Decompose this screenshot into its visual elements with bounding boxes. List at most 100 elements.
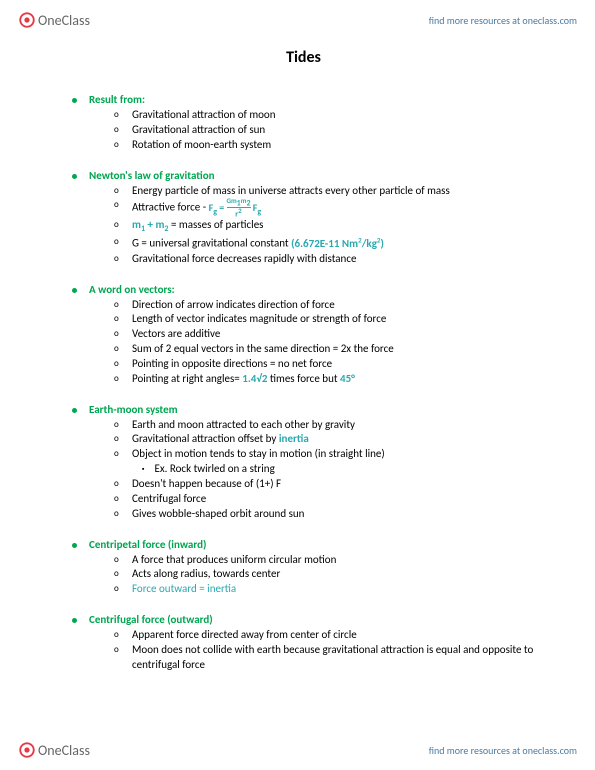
circle-bullet-icon: o bbox=[114, 253, 122, 265]
section-heading-row: A word on vectors: bbox=[72, 283, 535, 296]
list-item-text: Rotation of moon-earth system bbox=[132, 138, 271, 153]
sub-list: o Earth and moon attracted to each other … bbox=[114, 418, 535, 522]
list-item-text: Length of vector indicates magnitude or … bbox=[132, 312, 386, 327]
sub-list: oGravitational attraction of moonoGravit… bbox=[114, 108, 535, 153]
list-item-text: A force that produces uniform circular m… bbox=[132, 553, 336, 568]
bullet-icon bbox=[72, 543, 77, 548]
list-item: o Direction of arrow indicates direction … bbox=[114, 298, 535, 313]
list-item: o Energy particle of mass in universe att… bbox=[114, 184, 535, 199]
list-item-text: Gravitational attraction of sun bbox=[132, 123, 265, 138]
list-item: oMoon does not collide with earth becaus… bbox=[114, 643, 535, 673]
circle-bullet-icon: o bbox=[114, 139, 122, 151]
circle-bullet-icon: o bbox=[114, 433, 122, 445]
circle-bullet-icon: o bbox=[114, 644, 122, 656]
square-bullet-icon: ▪ bbox=[142, 464, 144, 473]
circle-bullet-icon: o bbox=[114, 508, 122, 520]
bullet-icon bbox=[72, 288, 77, 293]
list-item: o A force that produces uniform circular … bbox=[114, 553, 535, 568]
sub-list: oApparent force directed away from cente… bbox=[114, 628, 535, 673]
list-item: oActs along radius, towards center bbox=[114, 567, 535, 582]
circle-bullet-icon: o bbox=[114, 109, 122, 121]
circle-bullet-icon: o bbox=[114, 629, 122, 641]
document-body: Tides Result from:oGravitational attract… bbox=[72, 48, 535, 730]
circle-bullet-icon: o bbox=[114, 358, 122, 370]
brand-logo: OneClass bbox=[18, 11, 90, 29]
list-item-text: Centrifugal force bbox=[132, 492, 206, 507]
oneclass-icon bbox=[18, 11, 36, 29]
section: A word on vectors: o Direction of arrow in… bbox=[72, 283, 535, 387]
circle-bullet-icon: o bbox=[114, 419, 122, 431]
section-heading: Earth-moon system bbox=[89, 403, 178, 416]
brand-logo-footer: OneClass bbox=[18, 741, 90, 759]
section-heading-row: Centripetal force (inward) bbox=[72, 538, 535, 551]
section-heading-row: Result from: bbox=[72, 93, 535, 106]
list-item-text: Force outward = inertia bbox=[132, 582, 236, 597]
section: Newton's law of gravitation o Energy parti… bbox=[72, 169, 535, 267]
list-item: oAttractive force - Fg = Gm1m2r2 Fg bbox=[114, 198, 535, 218]
section-heading-row: Earth-moon system bbox=[72, 403, 535, 416]
bullet-icon bbox=[72, 98, 77, 103]
section-heading: Centrifugal force (outward) bbox=[89, 613, 213, 626]
list-item: oPointing at right angles= 1.4√2 times f… bbox=[114, 372, 535, 387]
circle-bullet-icon: o bbox=[114, 185, 122, 197]
resources-link-footer[interactable]: find more resources at oneclass.com bbox=[429, 744, 577, 757]
sub-list: o A force that produces uniform circular … bbox=[114, 553, 535, 598]
list-item-text: Acts along radius, towards center bbox=[132, 567, 280, 582]
list-item: o Gives wobble-shaped orbit around sun bbox=[114, 507, 535, 522]
list-item: o Rotation of moon-earth system bbox=[114, 138, 535, 153]
list-item: oGravitational attraction of moon bbox=[114, 108, 535, 123]
list-item: o Earth and moon attracted to each other … bbox=[114, 418, 535, 433]
list-item: oForce outward = inertia bbox=[114, 582, 535, 597]
nested-list-item-text: Ex. Rock twirled on a string bbox=[154, 462, 274, 477]
brand-name: OneClass bbox=[38, 12, 90, 29]
section-heading: Newton's law of gravitation bbox=[89, 169, 215, 182]
list-item-text: Attractive force - Fg = Gm1m2r2 Fg bbox=[132, 198, 261, 218]
list-item-text: m1 + m2 = masses of particles bbox=[132, 218, 263, 235]
circle-bullet-icon: o bbox=[114, 124, 122, 136]
list-item-text: Pointing at right angles= 1.4√2 times fo… bbox=[132, 372, 355, 387]
section-heading: A word on vectors: bbox=[89, 283, 175, 296]
circle-bullet-icon: o bbox=[114, 554, 122, 566]
section-heading: Centripetal force (inward) bbox=[89, 538, 206, 551]
list-item: o Object in motion tends to stay in motio… bbox=[114, 447, 535, 462]
section-heading: Result from: bbox=[89, 93, 145, 106]
page-header: OneClass find more resources at oneclass… bbox=[0, 6, 595, 34]
list-item-text: Sum of 2 equal vectors in the same direc… bbox=[132, 342, 394, 357]
circle-bullet-icon: o bbox=[114, 299, 122, 311]
oneclass-icon bbox=[18, 741, 36, 759]
circle-bullet-icon: o bbox=[114, 493, 122, 505]
list-item-text: Earth and moon attracted to each other b… bbox=[132, 418, 355, 433]
list-item: oG = universal gravitational constant (6… bbox=[114, 235, 535, 252]
page-footer: OneClass find more resources at oneclass… bbox=[0, 736, 595, 764]
list-item: o m1 + m2 = masses of particles bbox=[114, 218, 535, 235]
circle-bullet-icon: o bbox=[114, 219, 122, 231]
list-item-text: Doesn't happen because of (1+) F bbox=[132, 477, 281, 492]
list-item-text: Gravitational force decreases rapidly wi… bbox=[132, 252, 356, 267]
list-item-text: Gives wobble-shaped orbit around sun bbox=[132, 507, 304, 522]
circle-bullet-icon: o bbox=[114, 328, 122, 340]
bullet-icon bbox=[72, 618, 77, 623]
nested-list-item: ▪ Ex. Rock twirled on a string bbox=[142, 462, 535, 477]
list-item-text: Direction of arrow indicates direction o… bbox=[132, 298, 335, 313]
circle-bullet-icon: o bbox=[114, 236, 122, 248]
list-item: o Doesn't happen because of (1+) F bbox=[114, 477, 535, 492]
resources-link[interactable]: find more resources at oneclass.com bbox=[429, 14, 577, 27]
circle-bullet-icon: o bbox=[114, 448, 122, 460]
circle-bullet-icon: o bbox=[114, 478, 122, 490]
section-heading-row: Newton's law of gravitation bbox=[72, 169, 535, 182]
list-item-text: Object in motion tends to stay in motion… bbox=[132, 447, 385, 462]
sub-list: o Direction of arrow indicates direction … bbox=[114, 298, 535, 387]
section-heading-row: Centrifugal force (outward) bbox=[72, 613, 535, 626]
list-item: o Length of vector indicates magnitude or… bbox=[114, 312, 535, 327]
list-item-text: Energy particle of mass in universe attr… bbox=[132, 184, 450, 199]
list-item-text: Vectors are additive bbox=[132, 327, 220, 342]
bullet-icon bbox=[72, 174, 77, 179]
page-title: Tides bbox=[72, 48, 535, 67]
list-item: oApparent force directed away from cente… bbox=[114, 628, 535, 643]
list-item: o Gravitational attraction of sun bbox=[114, 123, 535, 138]
section: Centripetal force (inward) o A force that … bbox=[72, 538, 535, 598]
list-item: o Gravitational force decreases rapidly w… bbox=[114, 252, 535, 267]
circle-bullet-icon: o bbox=[114, 313, 122, 325]
bullet-icon bbox=[72, 408, 77, 413]
circle-bullet-icon: o bbox=[114, 343, 122, 355]
